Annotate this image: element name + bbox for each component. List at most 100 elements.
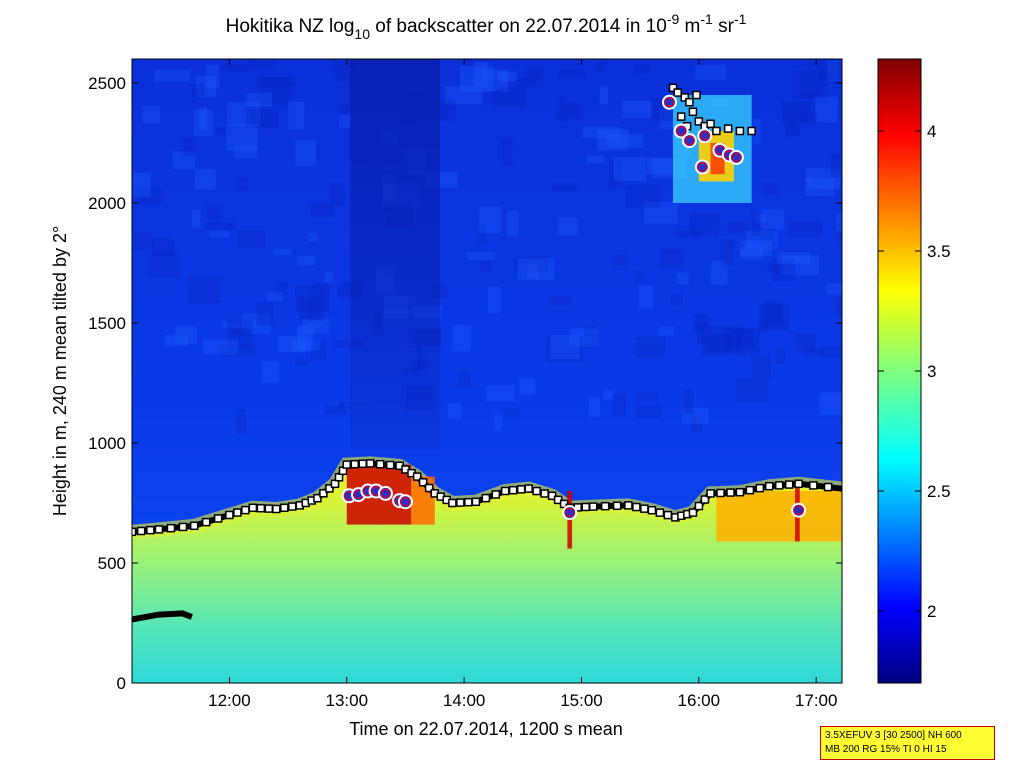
texture-cell bbox=[810, 175, 832, 193]
bl-marker bbox=[418, 478, 428, 487]
cb-tick-label: 4 bbox=[927, 122, 936, 141]
texture-cell bbox=[250, 112, 264, 125]
bl-marker bbox=[319, 489, 328, 498]
cloud-base-ring bbox=[400, 496, 411, 507]
texture-cell bbox=[636, 392, 659, 401]
bl-marker bbox=[540, 489, 549, 498]
texture-cell bbox=[298, 300, 312, 320]
bl-marker bbox=[694, 501, 704, 511]
texture-cell bbox=[216, 127, 234, 135]
y-tick-label: 500 bbox=[98, 554, 126, 573]
texture-cell bbox=[817, 61, 839, 80]
bl-marker bbox=[248, 503, 258, 513]
bl-marker bbox=[655, 508, 665, 517]
bl-marker bbox=[350, 459, 359, 469]
texture-cell bbox=[788, 220, 823, 237]
texture-cell bbox=[309, 203, 334, 218]
colorbar-axis: 2 2.5 3 3.5 4 bbox=[878, 122, 951, 621]
bl-marker bbox=[213, 514, 223, 523]
texture-cell bbox=[565, 101, 582, 119]
texture-cell bbox=[257, 77, 294, 105]
texture-cell bbox=[835, 296, 842, 318]
texture-cell bbox=[695, 64, 727, 80]
bl-marker bbox=[132, 527, 137, 537]
texture-cell bbox=[310, 340, 327, 360]
texture-cell bbox=[830, 154, 841, 178]
texture-cell bbox=[588, 397, 600, 417]
bl-marker bbox=[365, 459, 375, 468]
texture-cell bbox=[172, 151, 196, 170]
bl-marker bbox=[225, 510, 234, 520]
texture-cell bbox=[266, 292, 283, 301]
texture-cell bbox=[277, 335, 306, 353]
texture-cell bbox=[805, 168, 841, 189]
texture-cell bbox=[297, 255, 316, 266]
texture-cell bbox=[693, 313, 710, 333]
texture-cell bbox=[136, 188, 163, 205]
texture-cell bbox=[209, 231, 230, 238]
texture-cell bbox=[295, 285, 330, 312]
texture-cell bbox=[840, 64, 842, 76]
upper-marker bbox=[692, 90, 701, 100]
texture-cell bbox=[612, 254, 628, 267]
texture-cell bbox=[256, 301, 274, 326]
texture-cell bbox=[288, 101, 305, 130]
texture-cell bbox=[670, 294, 683, 305]
texture-cell bbox=[584, 326, 598, 349]
texture-cell bbox=[175, 325, 197, 345]
bl-marker bbox=[272, 504, 281, 514]
texture-cell bbox=[483, 69, 509, 92]
texture-cell bbox=[491, 87, 526, 107]
bl-marker bbox=[716, 488, 725, 498]
bl-marker bbox=[375, 459, 385, 469]
texture-cell bbox=[466, 251, 495, 260]
texture-cell bbox=[198, 107, 208, 130]
texture-cell bbox=[635, 336, 666, 359]
texture-cell bbox=[815, 96, 838, 123]
x-tick-label: 13:00 bbox=[325, 691, 368, 710]
upper-marker bbox=[723, 124, 733, 133]
cloud-base-ring bbox=[684, 135, 695, 146]
upper-marker bbox=[668, 83, 678, 93]
cloud-base-ring bbox=[564, 507, 575, 518]
texture-cell bbox=[206, 204, 222, 220]
colorbar bbox=[877, 58, 922, 684]
cb-tick-label: 3.5 bbox=[927, 242, 951, 261]
y-axis: 0 500 1000 1500 2000 2500 bbox=[88, 74, 842, 693]
texture-cell bbox=[276, 282, 289, 296]
x-tick-label: 16:00 bbox=[678, 691, 721, 710]
texture-cell bbox=[248, 59, 276, 68]
upper-marker bbox=[673, 88, 682, 97]
texture-cell bbox=[237, 230, 266, 248]
upper-layer-markers bbox=[668, 83, 756, 136]
texture-cell bbox=[697, 323, 707, 344]
bl-marker bbox=[166, 523, 176, 533]
cb-tick-label: 2 bbox=[927, 602, 936, 621]
bl-marker bbox=[325, 484, 334, 493]
cloud-base-ring bbox=[676, 126, 687, 136]
texture-cell bbox=[245, 107, 279, 128]
bl-marker bbox=[201, 517, 211, 527]
texture-cell bbox=[460, 66, 494, 93]
texture-cell bbox=[613, 157, 647, 182]
texture-cell bbox=[206, 64, 220, 88]
bl-marker bbox=[189, 521, 199, 531]
texture-cell bbox=[659, 106, 676, 130]
texture-cell bbox=[771, 258, 796, 282]
cb-tick-label: 2.5 bbox=[927, 482, 951, 501]
texture-cell bbox=[674, 229, 699, 238]
texture-cell bbox=[759, 228, 775, 248]
upper-cloud-layer bbox=[673, 95, 752, 203]
bl-marker bbox=[385, 460, 395, 470]
bl-marker bbox=[745, 485, 755, 495]
texture-cell bbox=[706, 325, 742, 353]
cloud-base-ring bbox=[731, 152, 742, 163]
texture-cell bbox=[551, 183, 579, 192]
texture-cell bbox=[295, 357, 309, 365]
texture-cell bbox=[764, 300, 784, 324]
y-tick-label: 1500 bbox=[88, 314, 126, 333]
texture-cell bbox=[569, 328, 598, 347]
texture-cell bbox=[482, 77, 500, 95]
texture-cell bbox=[444, 86, 482, 105]
bl-marker bbox=[256, 503, 266, 513]
